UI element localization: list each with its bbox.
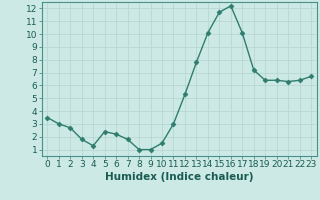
X-axis label: Humidex (Indice chaleur): Humidex (Indice chaleur)	[105, 172, 253, 182]
